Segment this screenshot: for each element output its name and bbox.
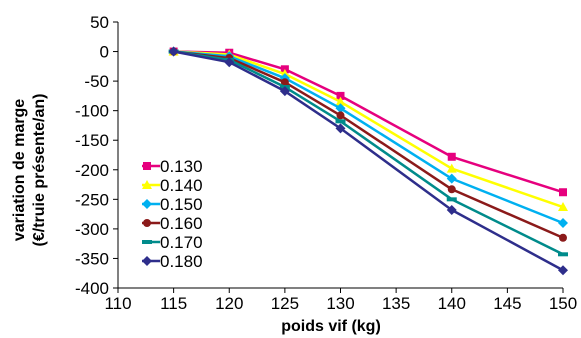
x-tick-label: 135 (382, 294, 410, 313)
x-tick-label: 110 (104, 294, 131, 313)
legend-swatch-marker (143, 162, 151, 170)
data-point (280, 78, 289, 87)
data-point (335, 123, 346, 134)
legend-item: 0.180 (142, 252, 203, 271)
y-axis-title-line-1: variation de marge (11, 99, 28, 241)
data-point (558, 252, 568, 257)
series-line (173, 50, 564, 272)
series-0.150 (168, 46, 568, 228)
legend-item: 0.140 (142, 176, 203, 195)
x-tick-label: 145 (493, 294, 521, 313)
y-tick-label: -250 (75, 190, 109, 209)
legend-swatch-marker (142, 199, 152, 209)
y-tick-label: 0 (100, 43, 109, 62)
data-point (559, 233, 567, 242)
data-point (446, 197, 457, 202)
series-0.170 (168, 49, 568, 257)
y-tick-label: -150 (75, 131, 109, 150)
data-point (558, 265, 568, 276)
series-lines (168, 46, 568, 276)
data-point (336, 91, 345, 100)
x-tick-label: 125 (271, 294, 299, 313)
data-point (446, 163, 457, 173)
data-point (446, 173, 457, 184)
y-tick-label: -350 (75, 249, 109, 268)
legend-item: 0.160 (142, 214, 203, 233)
data-point (558, 217, 568, 228)
legend-swatch-marker (142, 240, 152, 244)
x-axis: 110 115 120 125 130 135 140 145 150 (104, 287, 577, 313)
y-axis-title-line-2: (€/truie présente/an) (31, 94, 48, 247)
y-tick-label: -50 (84, 72, 109, 91)
y-tick-label: -100 (75, 102, 109, 121)
data-point (168, 46, 179, 57)
data-point (224, 57, 235, 68)
data-point (559, 188, 567, 197)
y-tick-label: 50 (90, 13, 109, 32)
legend-label: 0.140 (160, 176, 203, 195)
legend-label: 0.170 (160, 233, 203, 252)
series-line (173, 50, 564, 209)
data-point (279, 86, 290, 97)
x-axis-title: poids vif (kg) (281, 318, 381, 335)
legend-swatch-marker (143, 219, 151, 227)
series-line (173, 50, 564, 194)
x-tick-label: 115 (160, 294, 187, 313)
x-tick-label: 120 (215, 294, 243, 313)
legend-swatch-marker (142, 256, 152, 266)
x-tick-label: 150 (549, 294, 577, 313)
series-0.180 (168, 46, 568, 276)
data-point (335, 96, 346, 106)
series-0.130 (169, 47, 567, 197)
data-point (336, 111, 345, 120)
series-0.160 (169, 47, 567, 242)
y-tick-label: -300 (75, 220, 109, 239)
y-tick-label: -400 (75, 279, 109, 298)
data-point (335, 103, 346, 114)
series-line (173, 50, 564, 225)
x-tick-label: 140 (438, 294, 466, 313)
legend-label: 0.160 (160, 214, 203, 233)
y-tick-label: -200 (75, 161, 109, 180)
legend-swatch-marker (142, 180, 152, 189)
data-point (447, 152, 456, 161)
legend-item: 0.130 (142, 157, 203, 176)
legend-item: 0.170 (142, 233, 203, 252)
legend-label: 0.180 (160, 252, 203, 271)
data-point (558, 202, 568, 212)
data-point (335, 119, 346, 124)
legend-item: 0.150 (142, 195, 203, 214)
series-line (173, 50, 564, 256)
data-point (446, 204, 457, 215)
series-0.140 (168, 46, 568, 212)
legend-label: 0.130 (160, 157, 203, 176)
x-tick-label: 130 (326, 294, 354, 313)
data-point (447, 185, 456, 194)
y-axis: 50 0 -50 -100 -150 -200 -250 -300 -350 -400 (75, 13, 119, 298)
legend-label: 0.150 (160, 195, 203, 214)
series-line (173, 50, 564, 239)
